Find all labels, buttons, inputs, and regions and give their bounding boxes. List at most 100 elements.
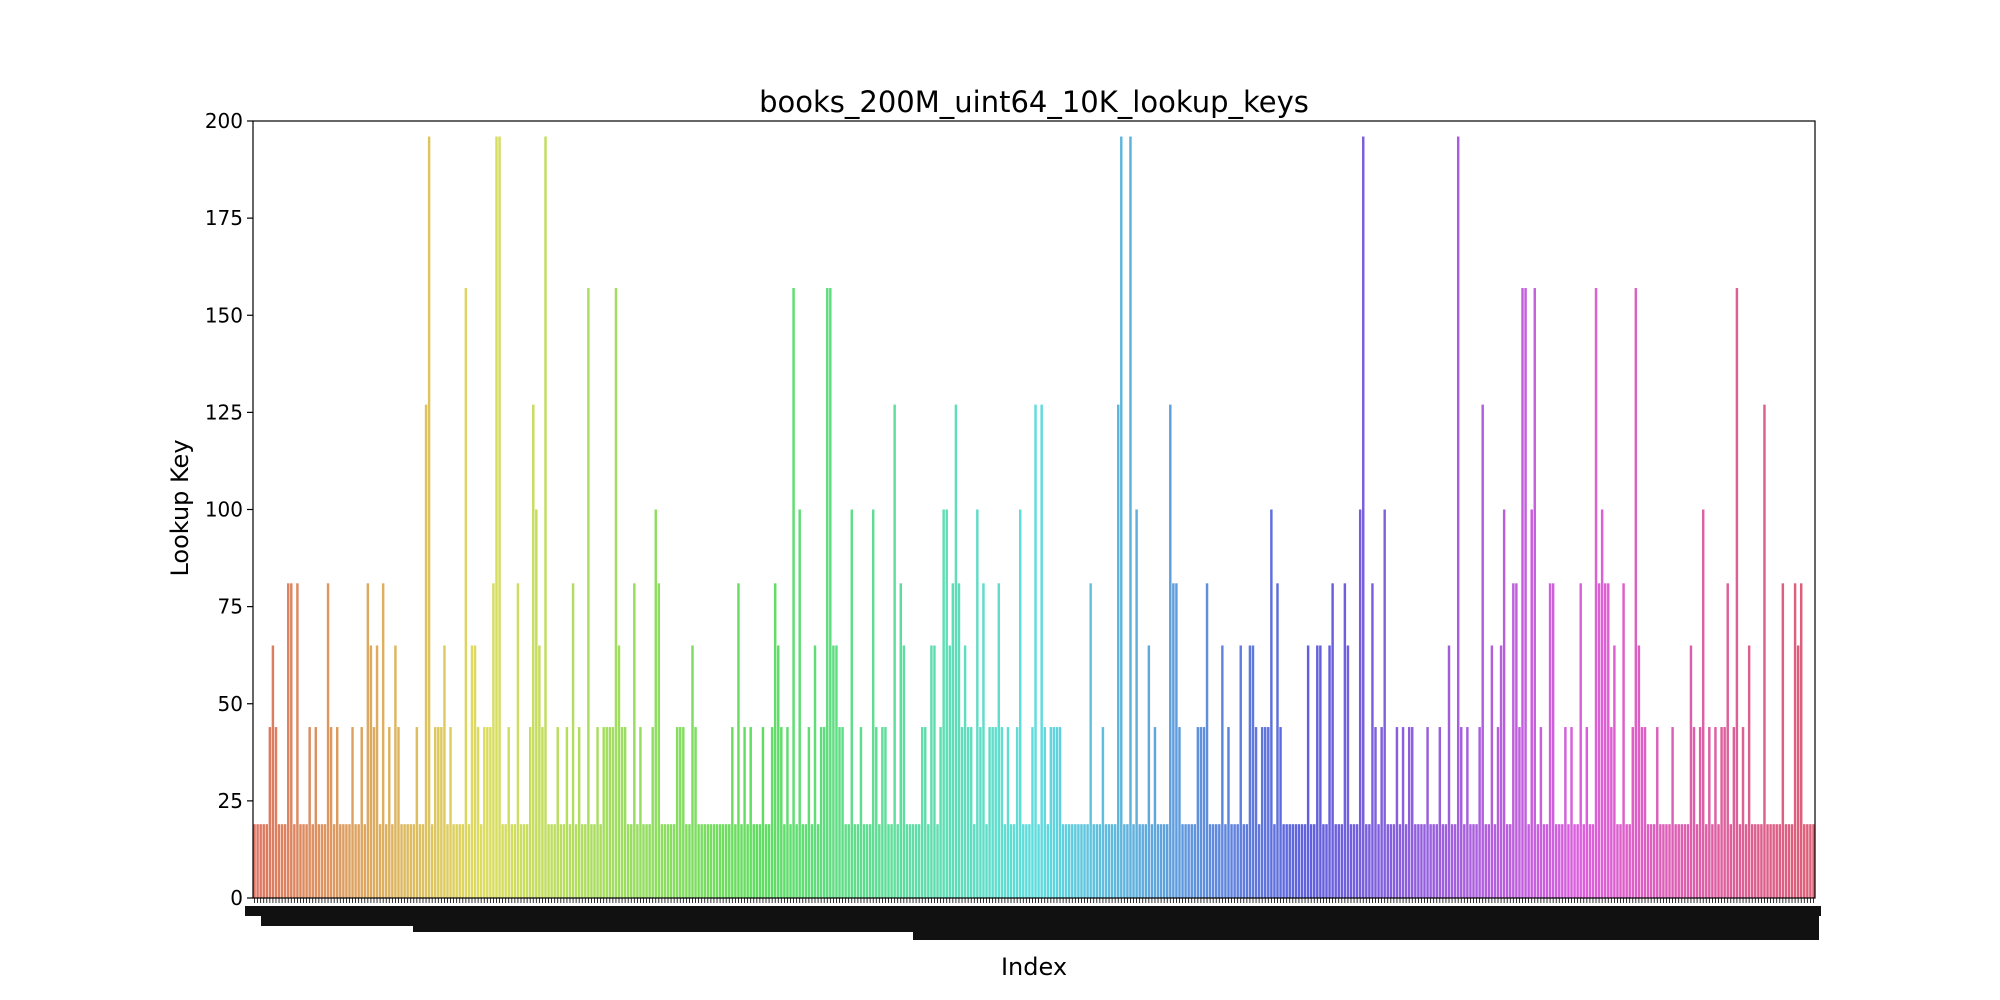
bar	[1193, 824, 1197, 898]
bar	[1349, 824, 1353, 898]
bar	[577, 727, 581, 898]
bars-group	[253, 136, 1815, 899]
bar	[354, 824, 357, 898]
bar	[1597, 583, 1601, 898]
bar	[1224, 824, 1227, 898]
bar	[688, 824, 691, 898]
bar	[960, 727, 964, 898]
x-axis-ticks	[245, 898, 1821, 940]
bar	[1741, 727, 1745, 898]
bar	[1469, 824, 1472, 898]
bar	[394, 645, 397, 898]
bar	[1040, 404, 1043, 898]
bar	[1199, 727, 1203, 898]
bar	[1456, 136, 1460, 899]
y-tick-label: 50	[218, 692, 243, 716]
bar	[1300, 824, 1304, 898]
bar	[375, 645, 379, 898]
bar	[590, 824, 593, 898]
bar	[1744, 824, 1748, 898]
bar	[740, 824, 743, 898]
bar	[1358, 509, 1362, 898]
bar	[682, 727, 685, 898]
plot-frame	[252, 120, 1816, 899]
bar	[841, 727, 844, 898]
bar	[498, 136, 501, 899]
bar	[893, 404, 896, 898]
bar	[1218, 824, 1221, 898]
bar	[1257, 824, 1261, 898]
bar	[1337, 824, 1340, 898]
bar	[412, 824, 416, 898]
bar	[1656, 727, 1659, 898]
bar	[1677, 824, 1680, 898]
bar	[476, 727, 480, 898]
bar	[268, 727, 272, 898]
bar	[648, 824, 651, 898]
bar	[862, 824, 866, 898]
bar	[1196, 727, 1200, 898]
bar	[819, 727, 823, 898]
bar	[1061, 824, 1065, 898]
bar	[1104, 824, 1108, 898]
bar	[1567, 824, 1570, 898]
bar	[1098, 824, 1102, 898]
bar	[1178, 727, 1181, 898]
bar	[455, 824, 458, 898]
bar	[954, 404, 958, 898]
bar	[1747, 645, 1751, 898]
bar	[391, 824, 394, 898]
bar	[783, 824, 786, 898]
bar	[326, 583, 330, 898]
bar	[721, 824, 725, 898]
bar	[1034, 404, 1037, 898]
bar	[446, 824, 449, 898]
bar	[1717, 824, 1720, 898]
bar	[1573, 824, 1576, 898]
bar	[813, 645, 817, 898]
bar	[271, 645, 275, 898]
bar	[1668, 824, 1671, 898]
bar	[979, 727, 982, 898]
bar	[1564, 727, 1567, 898]
bar	[339, 824, 342, 898]
bar	[584, 824, 587, 898]
bar	[1055, 727, 1059, 898]
bar	[290, 583, 293, 898]
bar	[1166, 824, 1169, 898]
bar	[991, 727, 994, 898]
bar	[1018, 509, 1022, 898]
bar	[299, 824, 302, 898]
bar	[1680, 824, 1683, 898]
bar	[1460, 727, 1463, 898]
bar	[1548, 583, 1552, 898]
x-tick-labels-overlap	[913, 930, 1819, 940]
bar	[973, 824, 976, 898]
bar	[1591, 824, 1595, 898]
bar	[1089, 583, 1092, 898]
bar	[709, 824, 713, 898]
bar	[994, 727, 997, 898]
bar	[1129, 136, 1132, 899]
bar	[691, 645, 694, 898]
bar	[1695, 824, 1699, 898]
bar	[1622, 583, 1625, 898]
bar	[856, 824, 860, 898]
bar	[437, 727, 440, 898]
bar	[1120, 136, 1123, 899]
bar	[461, 824, 465, 898]
bar	[1309, 824, 1313, 898]
bar	[1407, 727, 1411, 898]
bar	[1533, 288, 1536, 898]
bar	[1481, 404, 1484, 898]
bar	[559, 824, 563, 898]
bar	[1362, 136, 1365, 899]
bar	[1009, 824, 1013, 898]
bar	[467, 824, 471, 898]
bar	[829, 288, 832, 898]
bar	[620, 727, 624, 898]
bar	[1273, 824, 1276, 898]
bar	[581, 824, 584, 898]
bar	[1346, 645, 1350, 898]
bar	[1799, 583, 1803, 898]
